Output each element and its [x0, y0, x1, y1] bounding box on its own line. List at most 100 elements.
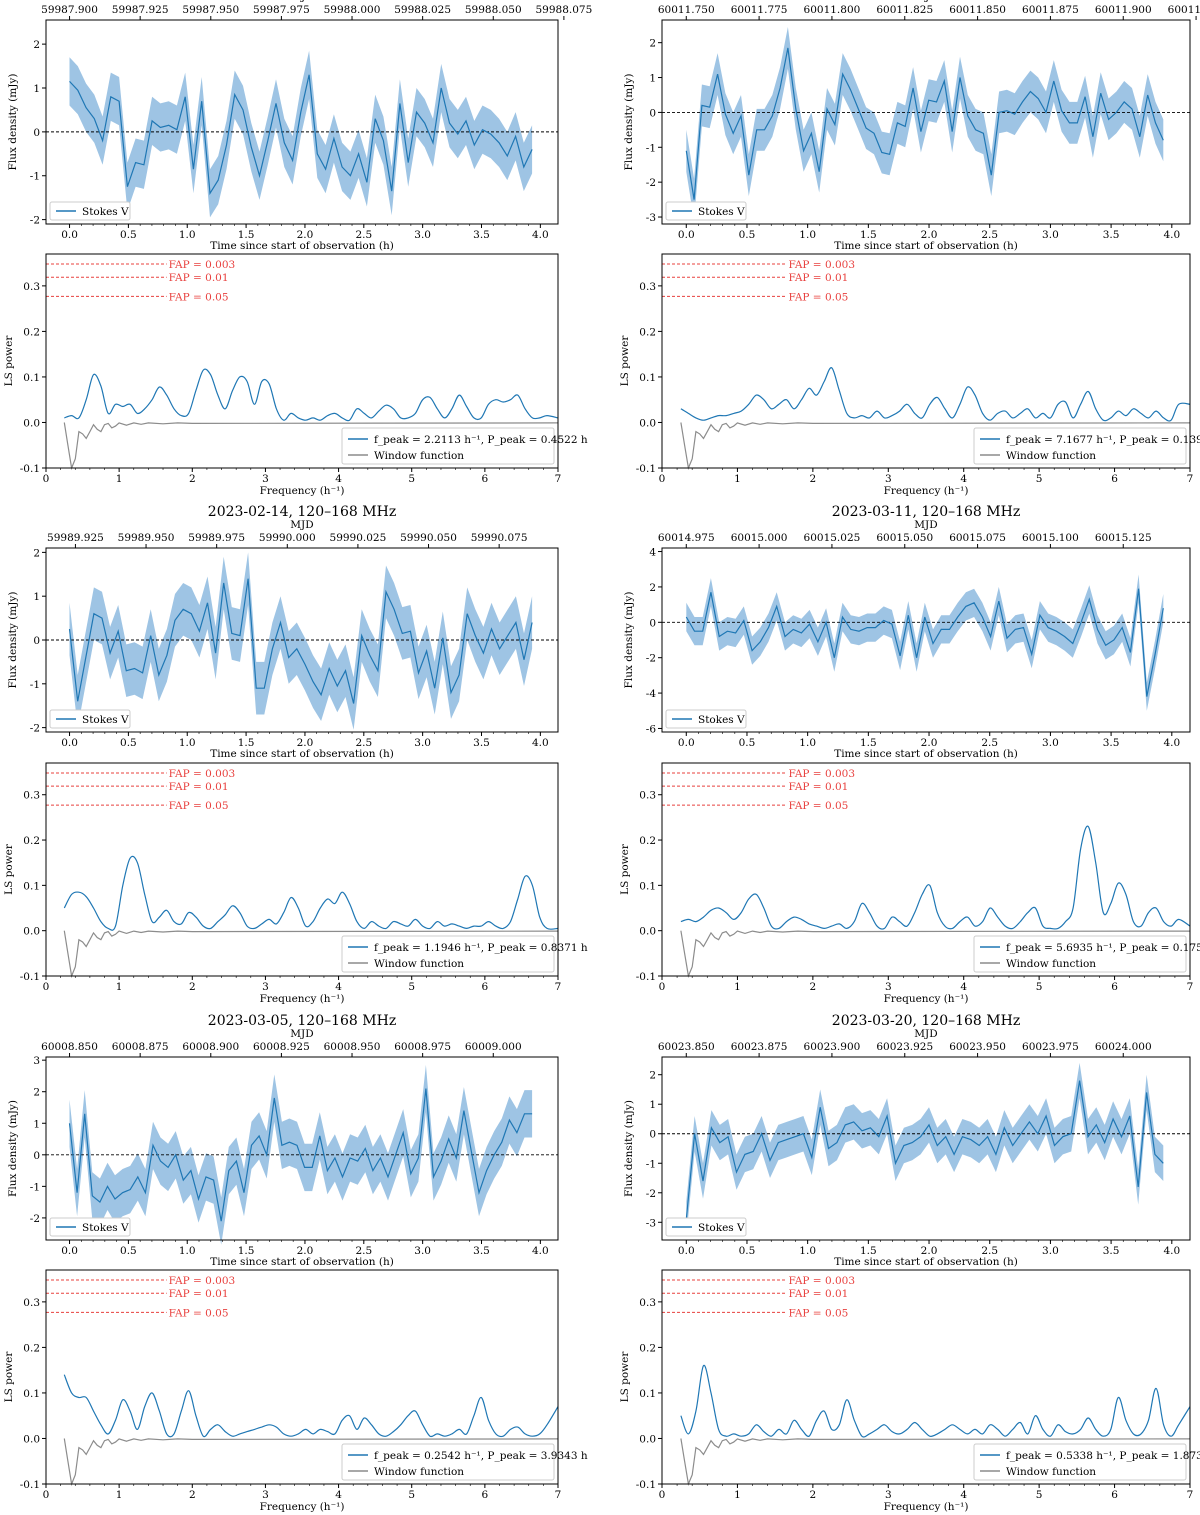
- x-tick-label: 3.5: [473, 229, 490, 241]
- fap-label: FAP = 0.01: [169, 781, 229, 793]
- stokes-v-line: [685, 588, 1164, 697]
- x-axis-label: Frequency (h⁻¹): [260, 993, 345, 1005]
- legend-box: [973, 1443, 1187, 1481]
- y-tick-label: 0.3: [23, 1297, 40, 1309]
- y-tick-label: 2: [33, 547, 40, 559]
- y-tick-label: 2: [33, 1087, 40, 1099]
- x-tick-label: 6: [482, 981, 489, 993]
- y-tick-label: 0.2: [639, 326, 656, 338]
- x-tick-label: 4: [335, 473, 342, 485]
- legend: f_peak = 1.1946 h⁻¹, P_peak = 0.8371 h Wi…: [341, 935, 588, 973]
- x-tick-label: 3.5: [1103, 1245, 1120, 1257]
- legend-stokes-v: Stokes V: [698, 714, 745, 726]
- fap-label: FAP = 0.01: [788, 781, 848, 793]
- x-tick-label: 0: [43, 1489, 50, 1501]
- mjd-tick-label: 59990.050: [400, 532, 457, 544]
- y-axis-label: Flux density (mJy): [7, 592, 19, 689]
- axes-frame: [45, 253, 559, 469]
- x-tick-label: 5: [408, 981, 415, 993]
- ls-power-line: [64, 368, 559, 422]
- x-tick-label: 3.0: [414, 737, 431, 749]
- mjd-tick-label: 60008.875: [112, 1041, 169, 1053]
- x-axis-label: Time since start of observation (h): [834, 1256, 1018, 1268]
- legend-window-function: Window function: [1006, 1466, 1096, 1478]
- x-tick-label: 1.5: [860, 737, 877, 749]
- x-axis-label: Time since start of observation (h): [210, 748, 394, 760]
- fap-label: FAP = 0.003: [788, 1275, 855, 1287]
- x-tick-label: 1.0: [799, 229, 816, 241]
- ls-power-line: [680, 1364, 1191, 1438]
- window-function-line: [680, 1438, 1191, 1487]
- x-tick-label: 6: [1111, 981, 1118, 993]
- legend-box: [341, 427, 555, 465]
- legend-peak: f_peak = 5.6935 h⁻¹, P_peak = 0.1756 h: [1006, 942, 1200, 954]
- x-tick-label: 4: [335, 981, 342, 993]
- legend-window-function: Window function: [374, 450, 464, 462]
- y-axis-label: Flux density (mJy): [623, 592, 635, 689]
- timeseries-panel-5: 0.0 0.5 1.0 1.5 2.0 2.5 3.0 3.5 4.0 -3 -2 -1 0 1 2 6002…: [623, 1013, 1191, 1268]
- y-tick-label: 3: [33, 1055, 40, 1067]
- x-tick-label: 3.5: [1103, 229, 1120, 241]
- x-tick-label: 1: [116, 1489, 123, 1501]
- x-axis-label: Frequency (h⁻¹): [884, 993, 969, 1005]
- mjd-tick-label: 60023.900: [804, 1041, 861, 1053]
- mjd-tick-label: 59987.900: [41, 4, 98, 16]
- mjd-tick-label: 60011.750: [658, 4, 715, 16]
- y-tick-label: 0.0: [639, 1433, 656, 1445]
- y-tick-label: 0: [649, 617, 656, 629]
- x-tick-label: 2.5: [981, 1245, 998, 1257]
- x-tick-label: 1.0: [179, 737, 196, 749]
- legend-stokes-v: Stokes V: [82, 714, 129, 726]
- legend: f_peak = 2.2113 h⁻¹, P_peak = 0.4522 h Wi…: [341, 427, 588, 465]
- legend-peak: f_peak = 0.2542 h⁻¹, P_peak = 3.9343 h: [374, 1450, 588, 1462]
- legend-stokes-v: Stokes V: [82, 206, 129, 218]
- x-tick-label: 3.0: [1042, 737, 1059, 749]
- axes-frame: [45, 1056, 559, 1241]
- y-tick-label: -0.1: [20, 971, 40, 983]
- timeseries-panel-3: 0.0 0.5 1.0 1.5 2.0 2.5 3.0 3.5 4.0-6-4-20246001…: [623, 504, 1191, 760]
- y-tick-label: 0.2: [639, 835, 656, 847]
- mjd-tick-label: 59989.950: [118, 532, 175, 544]
- x-tick-label: 0: [43, 981, 50, 993]
- x-tick-label: 4: [960, 1489, 967, 1501]
- mjd-tick-label: 59988.050: [465, 4, 522, 16]
- x-tick-label: 0.0: [61, 1245, 78, 1257]
- timeseries-panel-1: 0.0 0.5 1.0 1.5 2.0 2.5 3.0 3.5 4.0 -3 -2 -1 0 1 2 6001…: [623, 0, 1200, 252]
- y-tick-label: 1: [649, 73, 656, 85]
- y-tick-label: -6: [646, 723, 657, 735]
- y-tick-label: -2: [646, 1188, 656, 1200]
- x-tick-label: 5: [408, 473, 415, 485]
- x-tick-label: 0.0: [678, 229, 695, 241]
- legend: f_peak = 0.5338 h⁻¹, P_peak = 1.8735 h Wi…: [973, 1443, 1200, 1481]
- x-tick-label: 5: [1036, 473, 1043, 485]
- x-axis-label: Time since start of observation (h): [210, 1256, 394, 1268]
- y-tick-label: -0.1: [636, 463, 656, 475]
- y-tick-label: 0.0: [23, 1433, 40, 1445]
- window-function-line: [63, 1438, 559, 1487]
- y-tick-label: 2: [649, 1070, 656, 1082]
- legend-box: [973, 935, 1187, 973]
- x-tick-label: 0.5: [739, 1245, 756, 1257]
- x-tick-label: 1.0: [179, 229, 196, 241]
- x-tick-label: 7: [1187, 473, 1194, 485]
- legend: f_peak = 7.1677 h⁻¹, P_peak = 0.1395 h Wi…: [973, 427, 1200, 465]
- x-tick-label: 1: [734, 473, 741, 485]
- mjd-tick-label: 60023.975: [1022, 1041, 1079, 1053]
- mjd-tick-label: 59990.000: [259, 532, 316, 544]
- axes-frame: [45, 19, 559, 225]
- y-tick-label: -2: [30, 723, 40, 735]
- x-tick-label: 1.0: [799, 1245, 816, 1257]
- y-tick-label: -1: [30, 1181, 40, 1193]
- y-tick-label: 0.2: [639, 1342, 656, 1354]
- x-tick-label: 2: [810, 473, 817, 485]
- y-tick-label: 0.1: [639, 880, 656, 892]
- legend-peak: f_peak = 2.2113 h⁻¹, P_peak = 0.4522 h: [374, 434, 588, 446]
- y-tick-label: 2: [649, 582, 656, 594]
- x-tick-label: 0.0: [678, 1245, 695, 1257]
- window-function-line: [680, 422, 1191, 471]
- y-tick-label: 0.3: [639, 281, 656, 293]
- mjd-tick-label: 59987.975: [253, 4, 310, 16]
- mjd-tick-label: 60023.925: [876, 1041, 933, 1053]
